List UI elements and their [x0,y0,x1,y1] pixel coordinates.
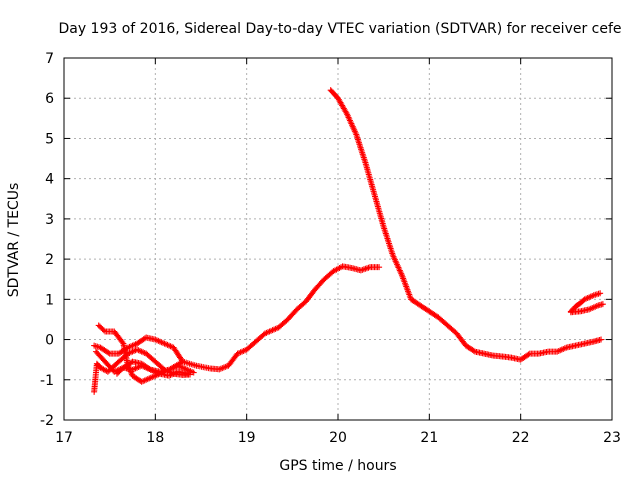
series-arc-steep [327,87,605,363]
y-tick-label: 2 [45,252,54,268]
x-tick-label: 23 [603,430,621,446]
series-arc-late-lower [567,301,606,316]
series-arc-fifth [113,358,197,377]
chart-title: Day 193 of 2016, Sidereal Day-to-day VTE… [58,21,621,37]
y-tick-label: 4 [45,172,54,188]
y-tick-labels: -2 -1 0 1 2 3 4 5 6 7 [40,51,54,429]
series-markers [113,358,197,377]
series-arc-main [92,263,383,375]
y-tick-label: 5 [45,131,54,147]
x-tick-label: 21 [420,430,438,446]
series-markers [567,301,606,316]
series-markers [92,263,383,375]
axis-ticks [63,57,613,421]
x-tick-label: 17 [55,430,73,446]
series-markers [327,87,605,363]
y-tick-label: 1 [45,292,54,308]
x-tick-label: 19 [238,430,256,446]
x-axis-label: GPS time / hours [279,458,396,474]
data-series [91,87,606,395]
x-tick-label: 18 [146,430,164,446]
x-tick-label: 22 [512,430,530,446]
y-axis-label: SDTVAR / TECUs [6,183,22,298]
y-tick-label: -2 [40,413,54,429]
y-tick-label: 0 [45,333,54,349]
grid-lines [64,58,612,420]
y-tick-label: -1 [40,373,54,389]
y-tick-label: 7 [45,51,54,67]
y-tick-label: 3 [45,212,54,228]
y-tick-label: 6 [45,91,54,107]
x-tick-labels: 17 18 19 20 21 22 23 [55,430,621,446]
x-tick-label: 20 [329,430,347,446]
